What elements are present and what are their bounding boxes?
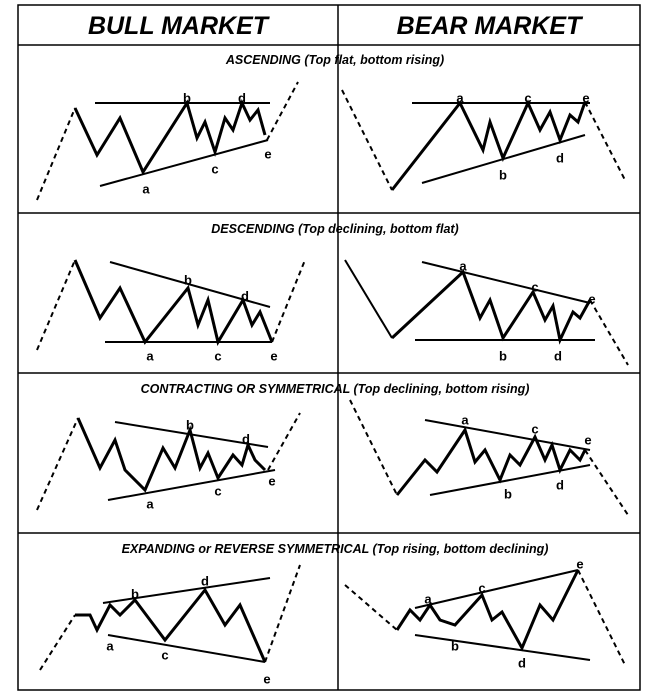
wave-label: e [268,473,275,488]
wave-label: b [183,90,191,105]
wave-label: d [556,150,564,165]
wave [390,269,592,345]
wave-label: e [270,348,277,363]
wave-label: e [584,432,591,447]
dashed-line [264,564,301,663]
trend-line [414,569,579,609]
wave-label: a [456,90,464,105]
wave-label: d [241,288,249,303]
wave-label: e [576,556,583,571]
dashed-line [349,399,398,496]
dashed-line [584,449,629,516]
wave-label: d [554,348,562,363]
trend-line [107,469,276,501]
wave-label: b [451,638,459,653]
wave-label: a [146,348,154,363]
wave-label: e [264,146,271,161]
dashed-line [341,89,393,191]
wave-label: d [518,655,526,670]
column-header: BULL MARKET [88,12,271,40]
trend-line [102,577,271,604]
lead-in-line [344,259,393,339]
dashed-line [39,614,76,671]
frame [17,4,641,691]
wave-label: a [146,496,154,511]
wave-label: a [106,638,114,653]
wave-label: b [499,167,507,182]
dashed-line [266,81,299,141]
dashed-line [36,107,76,201]
wave [395,569,580,652]
dashed-line [584,101,626,181]
section-title: DESCENDING (Top declining, bottom flat) [211,222,458,236]
trend-line [421,261,591,304]
wave-label: d [242,431,250,446]
dashed-line [344,584,398,631]
wave-label: c [211,161,218,176]
wave-label: c [478,580,485,595]
trend-line [414,634,591,661]
wave-label: e [582,90,589,105]
section-title: ASCENDING (Top flat, bottom rising) [225,53,444,67]
wave-label: b [504,486,512,501]
wave [76,417,267,493]
wave-label: c [161,647,168,662]
wave-label: e [588,291,595,306]
trend-line [107,634,266,663]
wave-label: c [214,483,221,498]
wave-label: c [524,90,531,105]
wave-label: a [142,181,150,196]
wave-label: a [459,258,467,273]
wave [73,259,274,346]
wave-label: b [186,417,194,432]
wave-label: b [499,348,507,363]
wave-label: d [201,573,209,588]
wave-label: b [184,272,192,287]
dashed-line [36,417,79,511]
wave-label: c [531,279,538,294]
wave-label: d [238,90,246,105]
dashed-line [589,299,629,366]
wave-label: e [263,671,270,686]
wave [75,587,267,663]
wave-label: b [131,586,139,601]
wave [73,98,267,176]
wave-label: c [531,421,538,436]
dashed-line [36,259,76,351]
dashed-line [271,259,306,343]
trend-line [99,139,269,187]
wave-label: c [214,348,221,363]
wave-label: d [556,477,564,492]
wave [395,426,587,496]
wave-label: a [424,591,432,606]
trend-line [429,464,591,496]
column-header: BEAR MARKET [397,12,584,40]
wave-label: a [461,412,469,427]
section-title: CONTRACTING OR SYMMETRICAL (Top declinin… [141,382,530,396]
section-title: EXPANDING or REVERSE SYMMETRICAL (Top ri… [122,542,549,556]
trend-line [424,419,591,451]
wave [390,99,587,191]
dashed-line [267,412,301,471]
dashed-line [577,569,626,666]
